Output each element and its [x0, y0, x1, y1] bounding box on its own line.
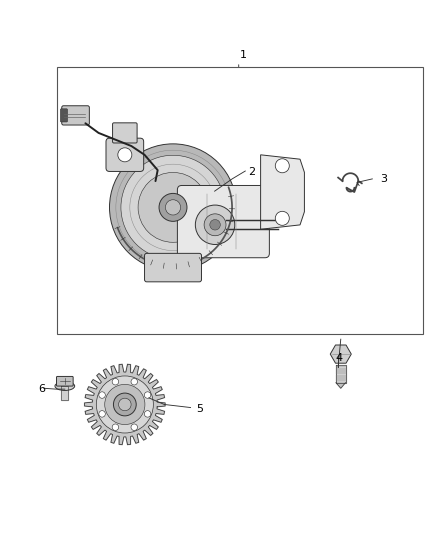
- Circle shape: [204, 214, 226, 236]
- Ellipse shape: [55, 382, 74, 391]
- FancyBboxPatch shape: [60, 109, 67, 122]
- Text: 6: 6: [38, 384, 45, 394]
- Polygon shape: [85, 364, 165, 445]
- FancyBboxPatch shape: [113, 123, 137, 143]
- FancyBboxPatch shape: [177, 185, 269, 258]
- Polygon shape: [336, 383, 346, 388]
- Circle shape: [112, 424, 119, 431]
- Circle shape: [159, 193, 187, 221]
- Text: 3: 3: [380, 174, 387, 184]
- Circle shape: [138, 173, 208, 243]
- Circle shape: [99, 392, 105, 398]
- Circle shape: [275, 159, 289, 173]
- Circle shape: [145, 410, 151, 417]
- Bar: [57, 67, 423, 334]
- Text: 2: 2: [248, 167, 255, 177]
- Circle shape: [121, 155, 225, 260]
- Circle shape: [131, 424, 138, 431]
- Circle shape: [119, 398, 131, 411]
- Circle shape: [112, 378, 119, 385]
- FancyBboxPatch shape: [106, 138, 144, 172]
- FancyBboxPatch shape: [57, 376, 73, 386]
- Polygon shape: [261, 155, 304, 229]
- Circle shape: [195, 205, 235, 245]
- Circle shape: [113, 393, 136, 416]
- Polygon shape: [61, 386, 68, 400]
- Polygon shape: [336, 365, 346, 383]
- Circle shape: [210, 220, 220, 230]
- Text: 5: 5: [196, 404, 203, 414]
- Circle shape: [110, 144, 237, 271]
- Circle shape: [275, 211, 289, 225]
- Circle shape: [96, 376, 153, 433]
- Circle shape: [166, 200, 180, 215]
- Text: 4: 4: [336, 353, 343, 364]
- FancyBboxPatch shape: [145, 253, 201, 282]
- FancyBboxPatch shape: [62, 106, 89, 125]
- Circle shape: [118, 148, 132, 162]
- Circle shape: [131, 378, 138, 385]
- Circle shape: [145, 392, 151, 398]
- Text: 1: 1: [240, 51, 247, 60]
- Circle shape: [105, 384, 145, 425]
- Circle shape: [99, 410, 105, 417]
